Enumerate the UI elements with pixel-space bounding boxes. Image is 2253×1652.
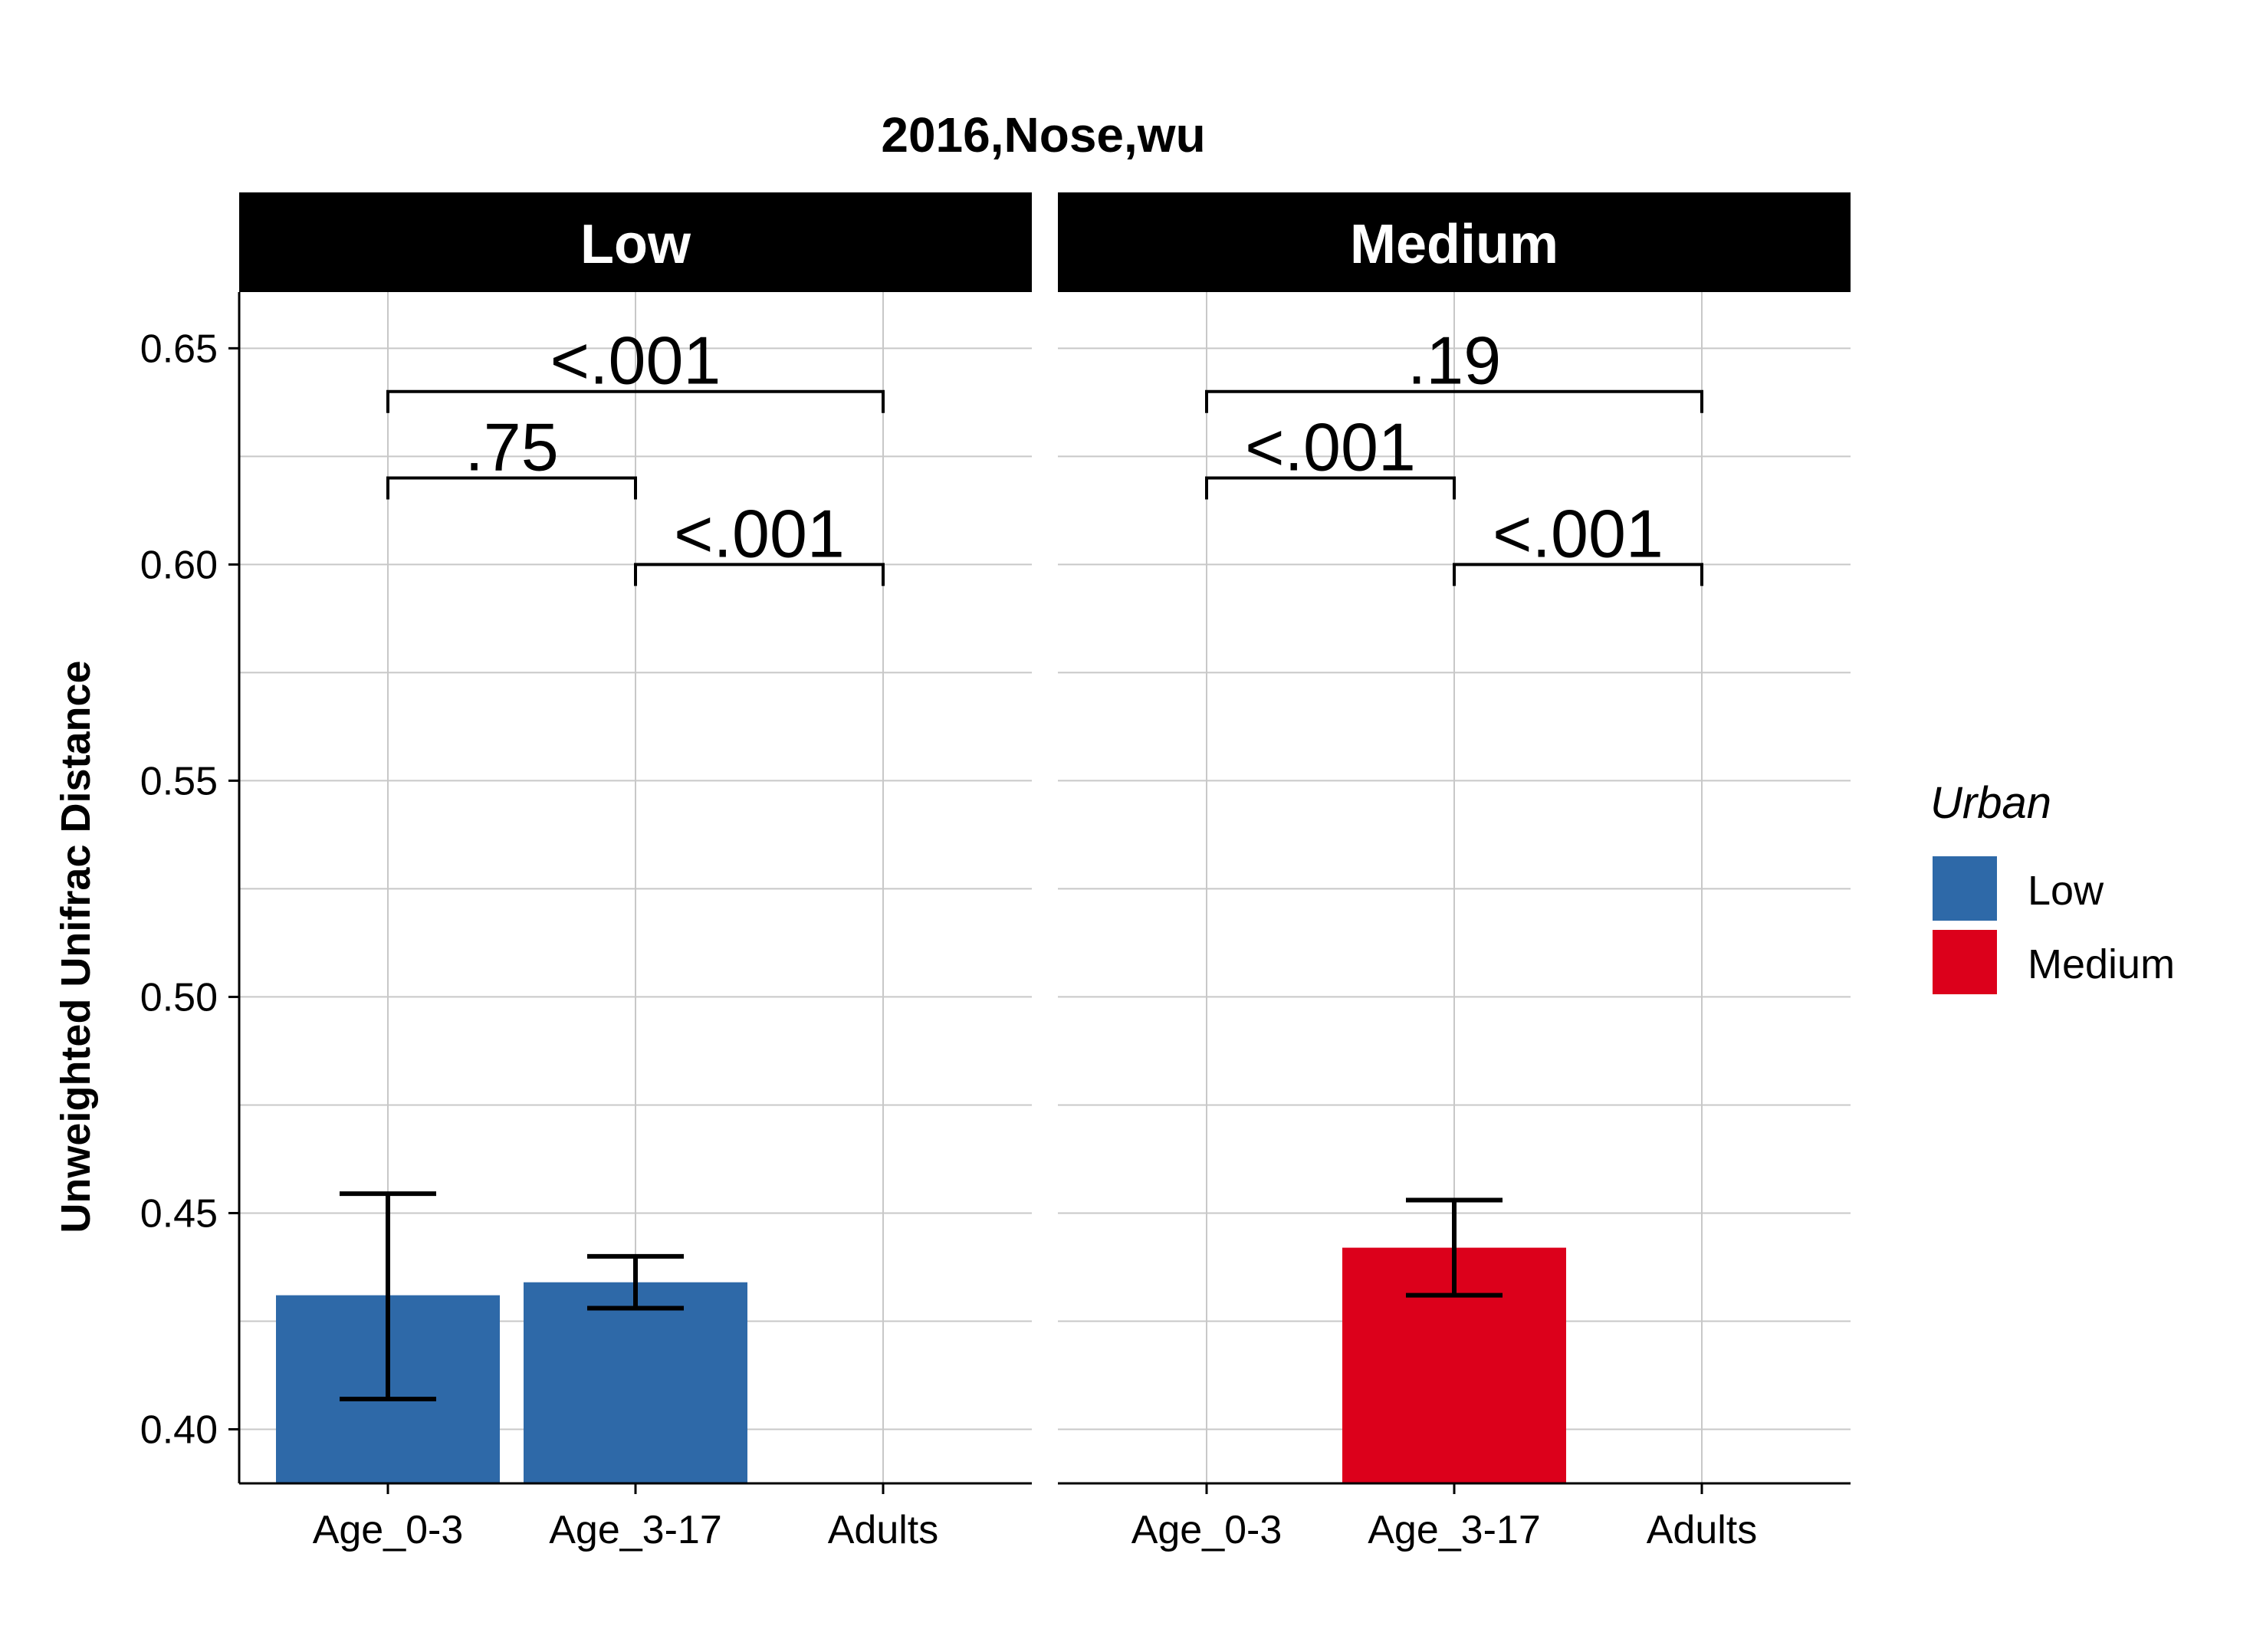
y-tick-label: 0.40 [140, 1407, 218, 1452]
axes-low: Age_0-3 Age_3-17 Adults [239, 1482, 1032, 1552]
legend-swatch-low [1933, 856, 1997, 921]
strip-label-low: Low [580, 214, 691, 275]
legend-title: Urban [1930, 778, 2051, 828]
significance-label: <.001 [550, 323, 721, 399]
strip-medium [1058, 192, 1851, 292]
significance-low: <.001 .75 <.001 [386, 323, 885, 586]
bar [524, 1282, 747, 1483]
significance-label: .19 [1407, 323, 1501, 399]
significance-label: .75 [465, 409, 558, 485]
y-axis-title: Unweighted Unifrac Distance [53, 660, 99, 1233]
y-tick-label: 0.65 [140, 327, 218, 371]
strip-label-medium: Medium [1350, 214, 1558, 275]
x-tick-label: Adults [828, 1508, 939, 1552]
strip-low [239, 192, 1032, 292]
panel-low: Low <.001 .75 <.001 Age_0-3 Age_3-17 Adults [239, 192, 1032, 1552]
y-tick-label: 0.60 [140, 543, 218, 587]
significance-bracket [1453, 563, 1703, 586]
chart-title: 2016,Nose,wu [881, 107, 1205, 163]
significance-bracket [386, 476, 637, 500]
legend-swatch-medium [1933, 930, 1997, 994]
bars-medium [1342, 1197, 1566, 1483]
legend-label-low: Low [2028, 868, 2104, 914]
x-tick-label: Age_0-3 [313, 1508, 464, 1552]
bars-low [276, 1191, 747, 1483]
significance-bracket [1205, 476, 1456, 500]
significance-label: <.001 [1493, 495, 1663, 571]
y-tick-label: 0.45 [140, 1191, 218, 1236]
x-tick-label: Age_0-3 [1131, 1508, 1283, 1552]
x-tick-label: Age_3-17 [549, 1508, 722, 1552]
significance-label: <.001 [1245, 409, 1416, 485]
significance-bracket [634, 563, 885, 586]
significance-bracket [1205, 389, 1703, 413]
y-tick-label: 0.55 [140, 759, 218, 803]
y-axis: 0.40 0.45 0.50 0.55 0.60 0.65 [140, 292, 241, 1483]
significance-label: <.001 [674, 495, 845, 571]
axes-medium: Age_0-3 Age_3-17 Adults [1058, 1482, 1851, 1552]
significance-medium: .19 <.001 <.001 [1205, 323, 1703, 586]
legend: Urban Low Medium [1930, 778, 2175, 994]
x-tick-label: Age_3-17 [1368, 1508, 1541, 1552]
x-tick-label: Adults [1647, 1508, 1758, 1552]
panel-medium: Medium .19 <.001 <.001 Age_0-3 Age_3-17 Adul… [1058, 192, 1851, 1552]
legend-label-medium: Medium [2028, 941, 2175, 987]
y-tick-label: 0.50 [140, 975, 218, 1020]
significance-bracket [386, 389, 885, 413]
